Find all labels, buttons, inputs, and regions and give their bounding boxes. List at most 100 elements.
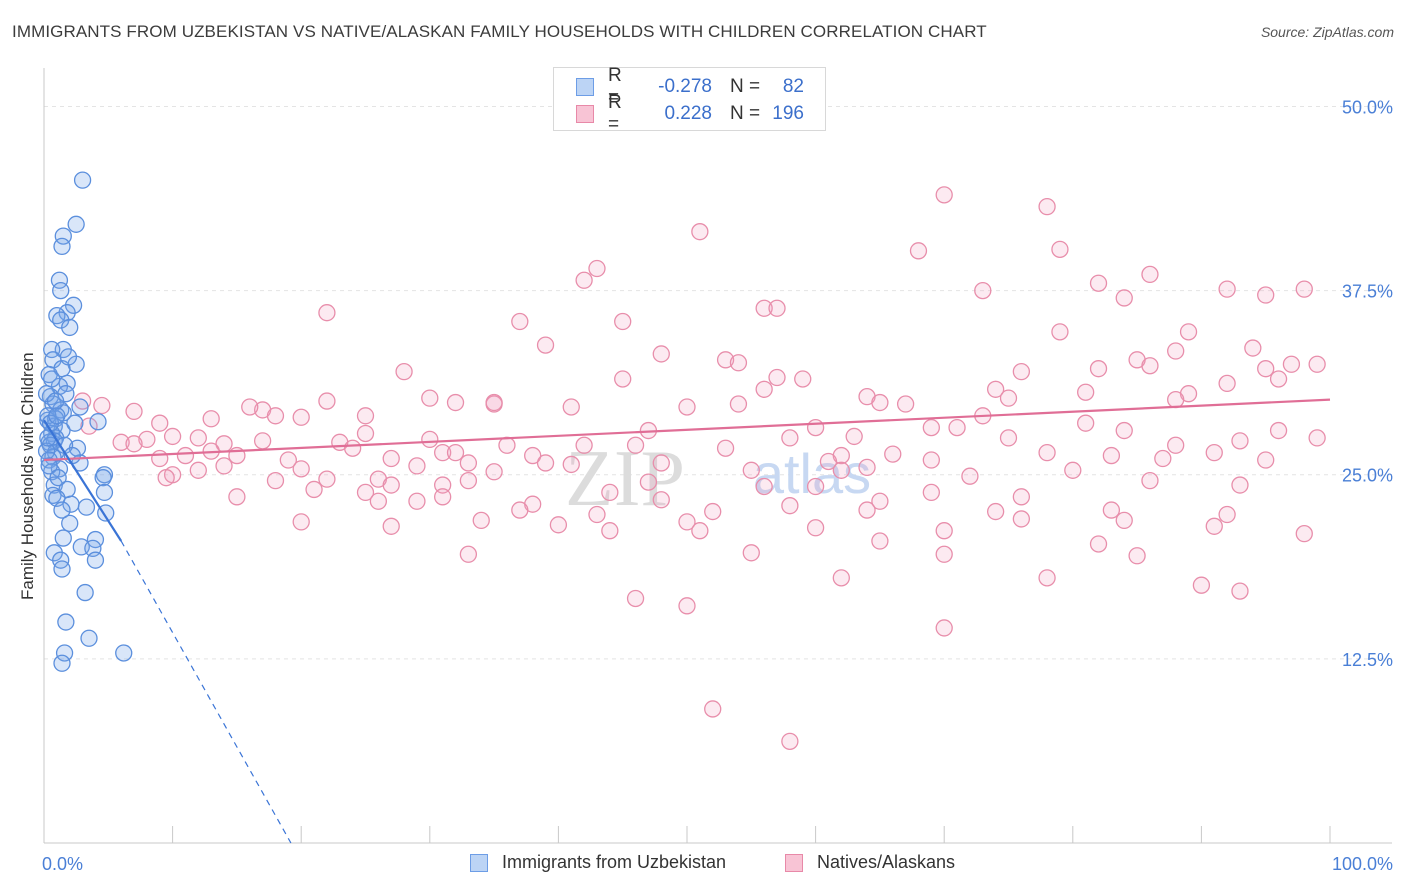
natives-alaskans-point	[215, 457, 233, 475]
natives-trend-line	[43, 398, 1331, 462]
uzbekistan-point	[55, 644, 74, 662]
series-legend-natives[interactable]: Natives/Alaskans	[785, 852, 955, 873]
natives-alaskans-point	[845, 427, 863, 446]
natives-alaskans-point	[1192, 576, 1211, 594]
natives-alaskans-point	[241, 398, 259, 416]
uzbekistan-points	[37, 171, 133, 672]
correlation-legend: R = -0.278 N = 82 R = 0.228 N = 196	[553, 65, 826, 135]
natives-alaskans-point	[163, 427, 182, 446]
natives-alaskans-point	[1038, 197, 1056, 216]
natives-alaskans-point	[1089, 274, 1108, 292]
natives-alaskans-point	[1205, 443, 1223, 462]
uzbekistan-point	[61, 514, 79, 532]
legend-r-value: -0.278	[658, 76, 712, 97]
series-legend-uzbekistan[interactable]: Immigrants from Uzbekistan	[470, 852, 726, 873]
natives-alaskans-point	[125, 402, 143, 421]
natives-alaskans-point	[536, 336, 555, 354]
natives-alaskans-point	[80, 417, 98, 435]
uzbekistan-point	[57, 613, 75, 631]
natives-alaskans-point	[1064, 461, 1082, 479]
axes	[43, 68, 1392, 844]
natives-alaskans-points	[73, 186, 1326, 751]
natives-alaskans-point	[253, 432, 272, 450]
natives-alaskans-point	[806, 519, 825, 537]
natives-alaskans-point	[999, 389, 1018, 407]
natives-alaskans-point	[935, 545, 953, 563]
natives-alaskans-point	[1231, 476, 1249, 494]
natives-alaskans-point	[742, 544, 760, 562]
natives-alaskans-point	[1115, 511, 1133, 530]
natives-alaskans-point	[1218, 505, 1236, 524]
y-tick-label: 12.5%	[1342, 650, 1393, 670]
natives-alaskans-point	[716, 439, 735, 457]
series-swatch-blue	[470, 853, 488, 872]
natives-alaskans-point	[343, 439, 362, 457]
natives-alaskans-point	[562, 398, 580, 416]
uzbekistan-point	[54, 529, 72, 547]
natives-alaskans-point	[1308, 429, 1326, 447]
watermark-atlas: atlas	[753, 442, 871, 505]
natives-alaskans-point	[986, 502, 1005, 521]
natives-alaskans-point	[896, 395, 915, 413]
natives-alaskans-point	[922, 483, 940, 502]
natives-alaskans-point	[781, 429, 799, 447]
natives-alaskans-point	[498, 436, 516, 454]
y-tick-labels: 12.5% 25.0% 37.5% 50.0%	[1342, 97, 1393, 669]
uzbekistan-point	[53, 560, 71, 578]
natives-alaskans-point	[266, 407, 285, 425]
natives-alaskans-point	[652, 345, 670, 363]
watermark-zip: ZIP	[565, 435, 685, 523]
natives-alaskans-point	[704, 502, 722, 521]
natives-alaskans-point	[768, 299, 786, 317]
natives-alaskans-point	[1231, 432, 1249, 450]
natives-alaskans-point	[1012, 362, 1031, 381]
natives-alaskans-point	[639, 473, 658, 491]
uzbekistan-point	[115, 644, 133, 662]
natives-alaskans-point	[408, 492, 426, 510]
uzbekistan-point	[46, 392, 65, 410]
natives-alaskans-point	[1218, 280, 1236, 298]
natives-alaskans-point	[434, 443, 452, 462]
natives-alaskans-point	[1102, 446, 1121, 465]
natives-alaskans-point	[382, 449, 400, 468]
natives-alaskans-point	[434, 476, 452, 494]
uzbekistan-point	[76, 583, 94, 602]
natives-alaskans-point	[884, 445, 902, 463]
natives-alaskans-point	[871, 393, 889, 412]
legend-row-natives: R = 0.228 N = 196	[576, 92, 804, 135]
natives-alaskans-point	[408, 457, 426, 475]
natives-alaskans-point	[1038, 443, 1056, 462]
natives-alaskans-point	[614, 370, 632, 388]
series-label: Natives/Alaskans	[817, 852, 956, 872]
natives-alaskans-point	[1167, 436, 1185, 454]
natives-alaskans-point	[1115, 289, 1133, 307]
natives-alaskans-point	[434, 488, 452, 506]
natives-alaskans-point	[305, 480, 323, 499]
natives-alaskans-point	[626, 436, 645, 454]
natives-alaskans-point	[421, 389, 439, 407]
natives-alaskans-point	[1077, 383, 1095, 401]
chart-title: IMMIGRANTS FROM UZBEKISTAN VS NATIVE/ALA…	[12, 22, 987, 41]
natives-alaskans-point	[485, 463, 503, 481]
natives-alaskans-point	[1012, 488, 1031, 506]
natives-alaskans-point	[652, 491, 670, 509]
trend-lines	[43, 398, 1331, 844]
natives-alaskans-point	[292, 408, 310, 426]
natives-alaskans-point	[1167, 390, 1185, 409]
natives-alaskans-point	[999, 429, 1018, 447]
uzbekistan-point	[48, 407, 66, 425]
natives-alaskans-point	[151, 414, 169, 432]
natives-alaskans-point	[1218, 374, 1236, 393]
natives-alaskans-point	[1141, 471, 1159, 490]
natives-alaskans-point	[1308, 355, 1326, 373]
natives-alaskans-point	[524, 446, 542, 465]
natives-alaskans-point	[1154, 449, 1172, 468]
natives-alaskans-point	[446, 393, 465, 412]
natives-alaskans-point	[511, 312, 529, 331]
x-tick-label-min: 0.0%	[42, 854, 83, 874]
natives-alaskans-point	[1012, 510, 1031, 528]
uzbekistan-point	[89, 413, 107, 431]
natives-alaskans-point	[704, 700, 722, 718]
natives-alaskans-point	[601, 522, 619, 540]
natives-alaskans-point	[1051, 323, 1069, 341]
